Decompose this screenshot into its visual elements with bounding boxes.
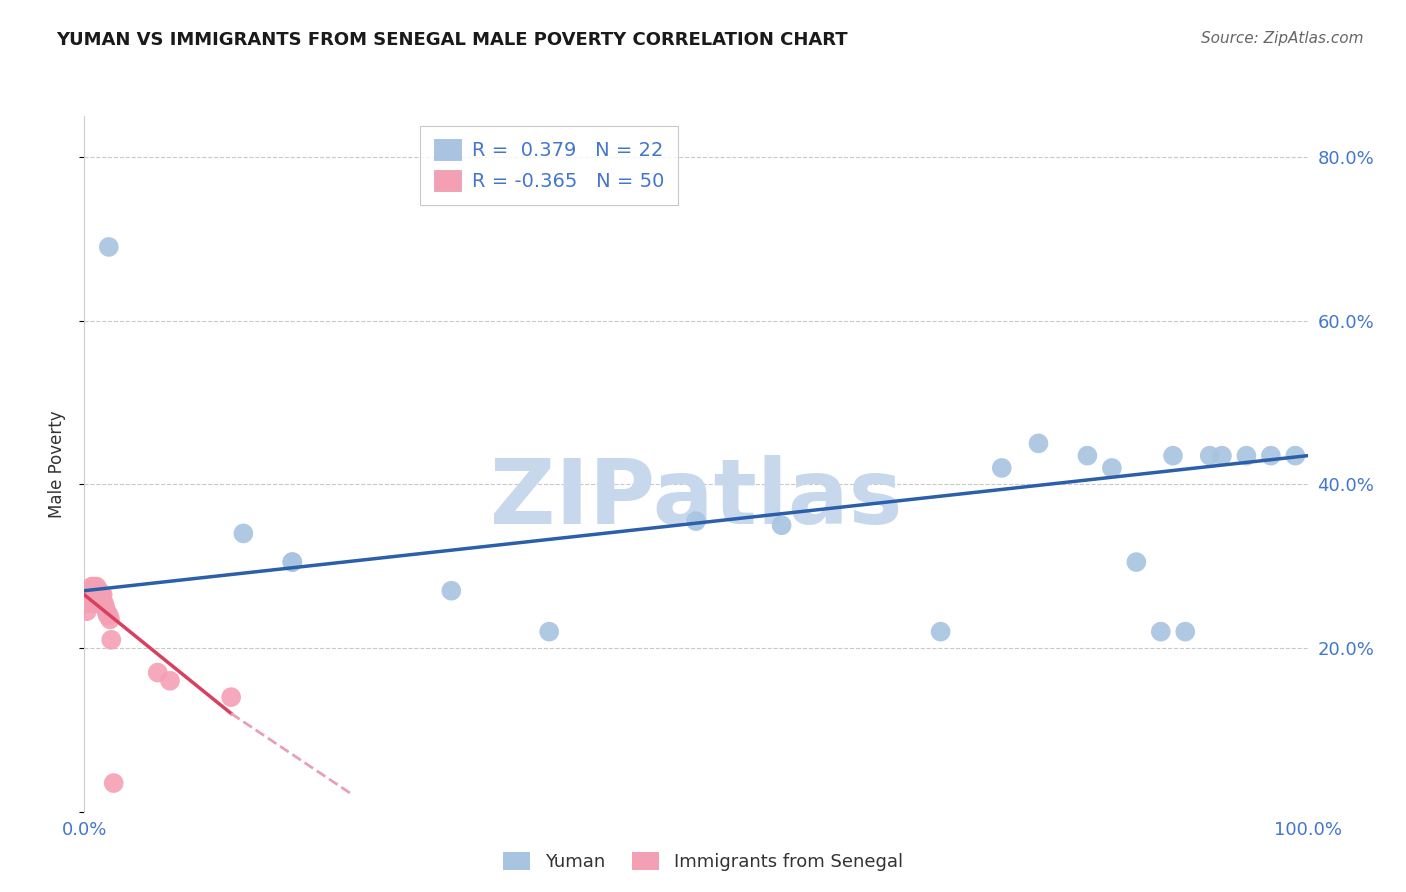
Point bbox=[76, 604, 98, 618]
Point bbox=[90, 596, 112, 610]
Point bbox=[159, 673, 181, 688]
Point bbox=[76, 591, 98, 606]
Point bbox=[83, 596, 105, 610]
Point bbox=[440, 583, 463, 598]
Point bbox=[83, 583, 105, 598]
Point bbox=[100, 632, 122, 647]
Point bbox=[87, 588, 110, 602]
Point bbox=[281, 555, 304, 569]
Point bbox=[1076, 449, 1098, 463]
Point bbox=[89, 588, 111, 602]
Point bbox=[232, 526, 254, 541]
Point bbox=[83, 588, 105, 602]
Point bbox=[77, 583, 100, 598]
Point bbox=[1211, 449, 1233, 463]
Text: YUMAN VS IMMIGRANTS FROM SENEGAL MALE POVERTY CORRELATION CHART: YUMAN VS IMMIGRANTS FROM SENEGAL MALE PO… bbox=[56, 31, 848, 49]
Point bbox=[91, 588, 114, 602]
Point bbox=[76, 596, 98, 610]
Point bbox=[1150, 624, 1173, 639]
Text: Source: ZipAtlas.com: Source: ZipAtlas.com bbox=[1201, 31, 1364, 46]
Point bbox=[685, 514, 707, 528]
Point bbox=[93, 596, 115, 610]
Point bbox=[90, 588, 112, 602]
Point bbox=[1101, 461, 1123, 475]
Point bbox=[84, 596, 107, 610]
Point bbox=[79, 596, 101, 610]
Point bbox=[219, 690, 242, 705]
Point bbox=[77, 583, 100, 598]
Point bbox=[281, 555, 304, 569]
Point bbox=[77, 596, 100, 610]
Point bbox=[1028, 436, 1050, 450]
Point bbox=[86, 588, 108, 602]
Point bbox=[97, 608, 120, 623]
Point bbox=[1198, 449, 1220, 463]
Point bbox=[86, 580, 108, 594]
Point bbox=[84, 588, 107, 602]
Point bbox=[83, 580, 105, 594]
Point bbox=[97, 240, 120, 254]
Point bbox=[79, 588, 101, 602]
Point bbox=[146, 665, 169, 680]
Point bbox=[97, 608, 120, 623]
Legend: R =  0.379   N = 22, R = -0.365   N = 50: R = 0.379 N = 22, R = -0.365 N = 50 bbox=[420, 126, 679, 205]
Point bbox=[96, 604, 118, 618]
Point bbox=[770, 518, 793, 533]
Point bbox=[87, 596, 110, 610]
Point bbox=[79, 583, 101, 598]
Point bbox=[87, 583, 110, 598]
Point bbox=[991, 461, 1014, 475]
Text: ZIPatlas: ZIPatlas bbox=[489, 455, 903, 542]
Point bbox=[82, 596, 104, 610]
Point bbox=[86, 596, 108, 610]
Point bbox=[1161, 449, 1184, 463]
Point bbox=[80, 596, 103, 610]
Legend: Yuman, Immigrants from Senegal: Yuman, Immigrants from Senegal bbox=[496, 845, 910, 879]
Point bbox=[1236, 449, 1258, 463]
Point bbox=[103, 776, 125, 790]
Point bbox=[86, 583, 108, 598]
Point bbox=[91, 596, 114, 610]
Point bbox=[1284, 449, 1306, 463]
Point bbox=[538, 624, 561, 639]
Point bbox=[82, 588, 104, 602]
Point bbox=[77, 588, 100, 602]
Y-axis label: Male Poverty: Male Poverty bbox=[48, 410, 66, 517]
Point bbox=[1260, 449, 1282, 463]
Point bbox=[89, 596, 111, 610]
Point bbox=[87, 588, 110, 602]
Point bbox=[80, 583, 103, 598]
Point bbox=[80, 588, 103, 602]
Point bbox=[929, 624, 952, 639]
Point bbox=[1174, 624, 1197, 639]
Point bbox=[94, 600, 117, 615]
Point bbox=[1125, 555, 1147, 569]
Point bbox=[77, 588, 100, 602]
Point bbox=[98, 612, 121, 626]
Point bbox=[80, 580, 103, 594]
Point bbox=[76, 583, 98, 598]
Point bbox=[87, 596, 110, 610]
